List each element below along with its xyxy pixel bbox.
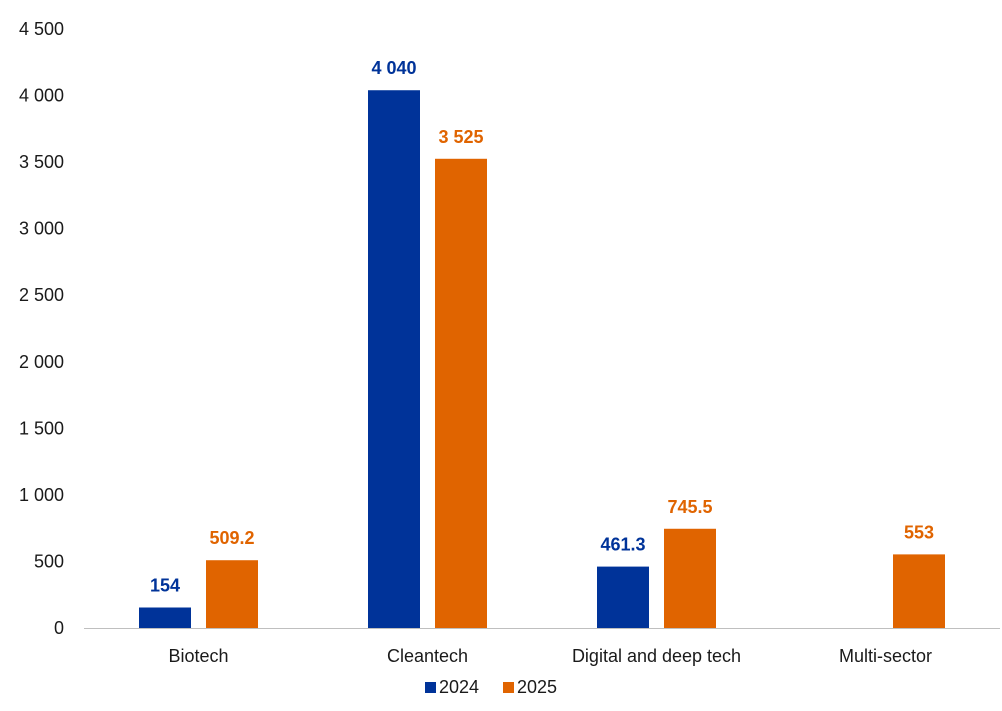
legend-label-2024: 2024	[439, 677, 479, 697]
y-tick-label: 1 500	[19, 418, 64, 438]
y-tick-label: 3 500	[19, 152, 64, 172]
x-tick-label: Multi-sector	[839, 646, 932, 666]
x-tick-label: Cleantech	[387, 646, 468, 666]
legend-label-2025: 2025	[517, 677, 557, 697]
bars-group	[139, 90, 945, 629]
data-label-2025-0: 509.2	[209, 528, 254, 548]
y-axis: 0 500 1 000 1 500 2 000 2 500 3 000 3 500 4 000 4…	[19, 19, 64, 638]
legend: 2024 2025	[425, 677, 557, 697]
y-tick-label: 1 000	[19, 485, 64, 505]
bar-2025-0	[206, 560, 258, 628]
data-label-2025-2: 745.5	[667, 497, 712, 517]
bar-2025-2	[664, 528, 716, 628]
bar-2024-0	[139, 607, 191, 628]
data-label-2024-2: 461.3	[600, 535, 645, 555]
y-tick-label: 0	[54, 618, 64, 638]
y-tick-label: 3 000	[19, 219, 64, 239]
bar-2025-1	[435, 158, 487, 629]
y-tick-label: 4 500	[19, 19, 64, 39]
legend-swatch-2024	[425, 682, 436, 693]
data-label-2024-0: 154	[150, 576, 180, 596]
data-labels-group: 154 509.2 4 040 3 525 461.3 745.5 553	[150, 58, 934, 595]
x-tick-label: Biotech	[168, 646, 228, 666]
data-label-2025-1: 3 525	[438, 127, 483, 147]
y-tick-label: 2 000	[19, 352, 64, 372]
y-tick-label: 500	[34, 551, 64, 571]
category-labels-group: Biotech Cleantech Digital and deep tech Mul…	[168, 646, 932, 666]
data-label-2024-1: 4 040	[371, 58, 416, 78]
data-label-2025-3: 553	[904, 522, 934, 542]
legend-swatch-2025	[503, 682, 514, 693]
bar-2024-1	[368, 90, 420, 629]
bar-2024-2	[597, 566, 649, 628]
y-tick-label: 2 500	[19, 285, 64, 305]
bar-2025-3	[893, 554, 945, 628]
y-tick-label: 4 000	[19, 86, 64, 106]
x-tick-label: Digital and deep tech	[572, 646, 741, 666]
